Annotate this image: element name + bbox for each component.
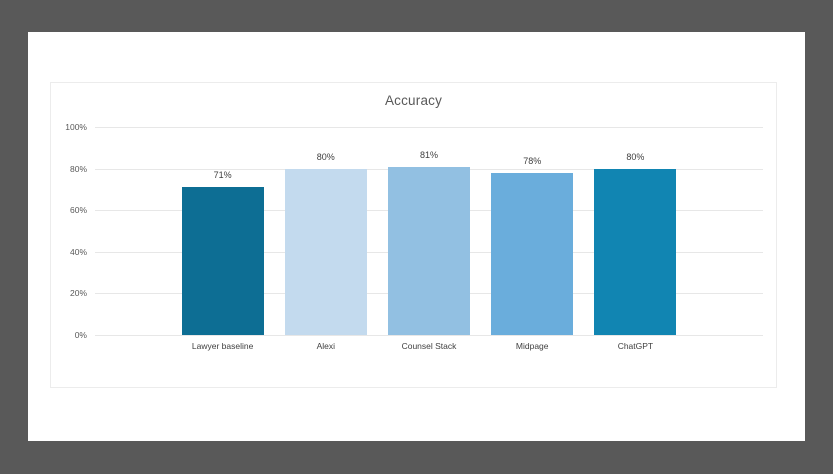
x-axis-category-label: Midpage [515,341,549,351]
y-axis-tick-label: 20% [69,288,87,299]
x-axis-category-label: Alexi [316,341,336,351]
y-axis-tick-label: 100% [65,122,87,132]
x-axis-category-label: Lawyer baseline [191,341,254,351]
bar-slot: 78% [481,127,584,335]
bar-slot: 80% [274,127,377,335]
bar-chatgpt [594,168,677,335]
x-axis-category-label: ChatGPT [617,341,654,351]
bar-value-label: 78% [523,155,542,166]
bar-value-label: 71% [213,170,232,181]
slide-page: Accuracy 100% 80% 60% 40% 20% 0% 71% 80% 81% 78%… [28,32,805,441]
bar-value-label: 81% [420,149,439,160]
y-axis-tick-label: 0% [74,330,87,340]
x-axis-category-labels: Lawyer baseline Alexi Counsel Stack Midpage… [95,341,763,352]
bar-slot: 81% [377,127,480,335]
chart-title: Accuracy [384,93,443,108]
bar-value-label: 80% [316,151,335,162]
bar-lawyer-baseline [181,187,264,335]
chart-frame: Accuracy 100% 80% 60% 40% 20% 0% 71% 80% 81% 78%… [50,82,777,388]
y-axis-tick-label: 80% [69,163,87,174]
bar-alexi [284,168,367,335]
y-axis-tick-label: 40% [69,246,87,257]
y-axis-tick-label: 60% [69,205,87,216]
bar-midpage [491,172,574,335]
plot-area: 100% 80% 60% 40% 20% 0% 71% 80% 81% 78% 80% [65,122,763,340]
bar-value-label: 80% [626,151,645,162]
bars-container: 71% 80% 81% 78% 80% [171,127,687,335]
bar-counsel-stack [388,166,470,335]
bar-slot: 80% [584,127,687,335]
gridline [95,335,763,336]
x-axis-category-label: Counsel Stack [401,341,457,351]
gridline [95,127,763,128]
bar-slot: 71% [171,127,274,335]
